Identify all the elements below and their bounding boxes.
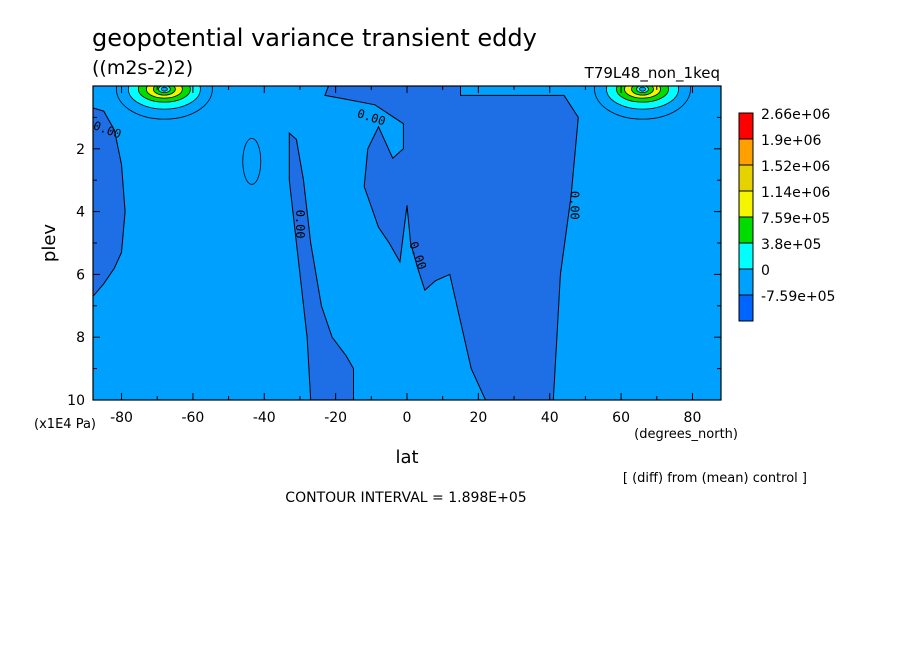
x-tick-label: -80 <box>110 410 133 426</box>
legend-label: 1.14e+06 <box>761 185 830 201</box>
legend-swatch <box>738 268 754 296</box>
legend-swatch <box>738 216 754 244</box>
legend-label: 3.8e+05 <box>761 237 821 253</box>
high-contour-ring <box>639 86 646 92</box>
legend-swatch <box>738 112 754 140</box>
legend-swatch <box>738 138 754 166</box>
negative-region-south-pole <box>93 107 126 298</box>
y-tick-label: 6 <box>76 267 85 283</box>
x-tick-label: 60 <box>612 410 630 426</box>
y-tick-label: 2 <box>76 142 85 158</box>
x-units: (degrees_north) <box>634 427 738 442</box>
legend-label: 0 <box>761 263 770 279</box>
y-tick-label: 4 <box>76 205 85 221</box>
diff-note: [ (diff) from (mean) control ] <box>623 471 807 486</box>
x-tick-label: 20 <box>469 410 487 426</box>
chart-title: geopotential variance transient eddy <box>92 24 537 52</box>
y-units: (x1E4 Pa) <box>34 417 96 432</box>
x-axis-label: lat <box>395 447 418 468</box>
legend-label: 7.59e+05 <box>761 211 830 227</box>
y-tick-label: 8 <box>76 330 85 346</box>
legend-label: 1.9e+06 <box>761 133 822 149</box>
x-tick-label: -20 <box>324 410 347 426</box>
high-contour-ring <box>160 86 168 92</box>
legend-swatch <box>738 164 754 192</box>
plot-area: 0.000.000.000.000.00 <box>93 86 721 400</box>
x-tick-label: 80 <box>684 410 702 426</box>
polar-highs <box>115 86 691 120</box>
x-tick-label: -40 <box>253 410 276 426</box>
y-tick-label: 10 <box>67 393 85 409</box>
y-axis-label: plev <box>39 224 60 263</box>
legend-swatch <box>738 242 754 270</box>
x-tick-label: 40 <box>541 410 559 426</box>
negative-region-tropics <box>324 86 579 400</box>
y-axis: 2 4 6 8 10 <box>67 116 721 409</box>
x-tick-label: -60 <box>181 410 204 426</box>
negative-region-sh-midlat <box>288 131 354 400</box>
legend-label: -7.59e+05 <box>761 289 835 305</box>
chart-units: ((m2s-2)2) <box>92 57 193 79</box>
high-contour-ring <box>115 86 213 120</box>
legend-label: 1.52e+06 <box>761 159 830 175</box>
legend-swatch <box>738 294 754 322</box>
x-tick-label: 0 <box>403 410 412 426</box>
legend-label: 2.66e+06 <box>761 107 830 123</box>
contour-interval: CONTOUR INTERVAL = 1.898E+05 <box>285 490 526 506</box>
x-axis: -80 -60 -40 -20 0 20 40 60 80 <box>110 86 701 426</box>
contour-label: 0.00 <box>568 191 582 220</box>
high-contour-ring <box>594 86 691 120</box>
run-label: T79L48_non_1keq <box>584 64 720 83</box>
legend-swatch <box>738 190 754 218</box>
color-legend: 2.66e+06 1.9e+06 1.52e+06 1.14e+06 7.59e+05 3… <box>738 107 835 322</box>
contour-label: 0.00 <box>293 210 307 239</box>
minor-contour <box>242 137 262 185</box>
